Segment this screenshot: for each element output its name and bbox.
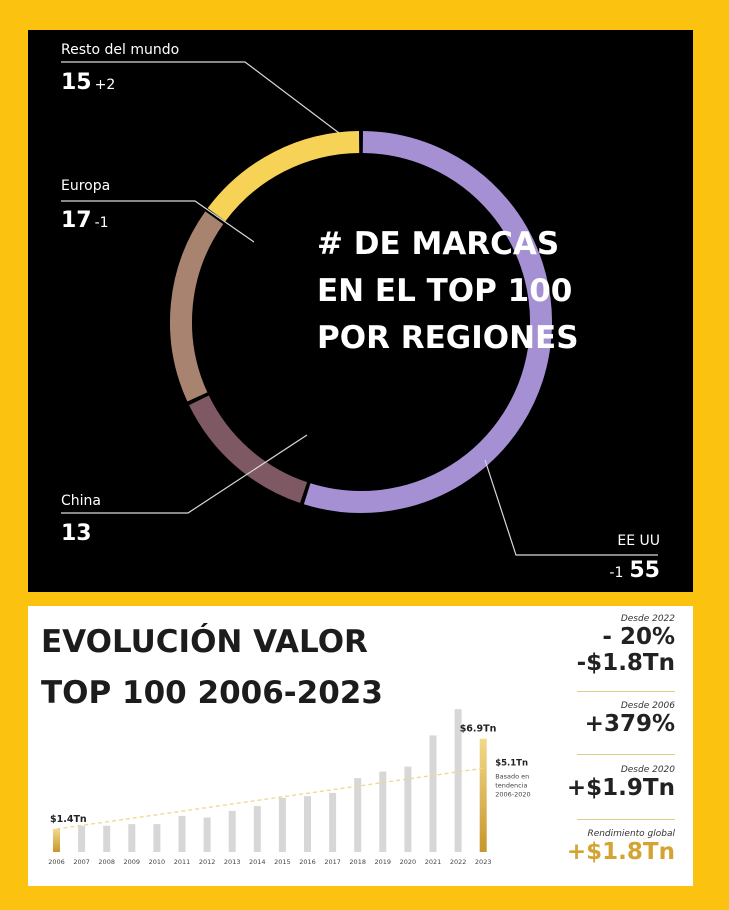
bar-2014: [253, 806, 261, 852]
bar-2019: [379, 771, 387, 852]
leader-line-rest: [61, 61, 340, 134]
donut-segment-china: [189, 395, 308, 504]
x-tick-2022: 2022: [450, 858, 467, 866]
donut-segment-rest: [207, 131, 360, 222]
region-label-rest: Resto del mundo: [61, 42, 180, 58]
region-change-usa: -1: [609, 565, 624, 581]
bar-2015: [278, 797, 286, 852]
bar-chart-panel: EVOLUCIÓN VALOR TOP 100 2006-2023 2006 $1…: [28, 606, 693, 886]
bar-2016: [304, 796, 311, 852]
stat-value: -$1.8Tn: [576, 650, 675, 676]
region-change-europe: -1: [94, 215, 109, 231]
x-tick-2015: 2015: [274, 858, 291, 866]
x-tick-2013: 2013: [224, 858, 241, 866]
stat-divider: [577, 691, 675, 692]
x-tick-2007: 2007: [73, 858, 90, 866]
region-value-usa: -1 55: [606, 558, 660, 583]
bar-2012: [203, 817, 211, 852]
stat-value: +$1.9Tn: [566, 775, 675, 801]
stat-value: +379%: [584, 711, 675, 737]
x-tick-2023: 2023: [475, 858, 492, 866]
region-value-europe: 17 -1: [61, 208, 109, 233]
region-label-usa: EE UU: [617, 533, 660, 549]
leader-line-china: [61, 434, 308, 514]
x-tick-2016: 2016: [299, 858, 316, 866]
region-change-rest: +2: [94, 77, 116, 93]
bar-2008: [103, 825, 111, 852]
donut-title-line-1: # DE MARCAS: [317, 226, 560, 262]
bar-2022: [454, 709, 462, 852]
trend-line: [56, 767, 484, 830]
stat-value: +$1.8Tn: [566, 839, 675, 865]
region-value-china: 13: [61, 521, 95, 546]
bar-2010: [153, 824, 161, 852]
stat-caption: Desde 2006: [620, 701, 675, 711]
x-tick-2006: 2006: [48, 858, 65, 866]
trend-label: $5.1Tn: [495, 758, 528, 768]
x-tick-2021: 2021: [425, 858, 442, 866]
stat-caption: Desde 2022: [620, 614, 675, 624]
data-label-2023: $6.9Tn: [460, 724, 497, 735]
stat-caption: Rendimiento global: [587, 829, 675, 839]
x-tick-2017: 2017: [324, 858, 341, 866]
x-tick-2020: 2020: [400, 858, 417, 866]
x-tick-2014: 2014: [249, 858, 266, 866]
bar-2023: [479, 738, 487, 852]
trend-note: tendencia: [495, 781, 527, 789]
region-label-europe: Europa: [61, 178, 111, 194]
leader-line-europe: [61, 200, 255, 243]
donut-segment-usa: [303, 131, 552, 513]
bar-chart-title-line-1: EVOLUCIÓN VALOR: [41, 624, 368, 660]
x-tick-2011: 2011: [174, 858, 191, 866]
donut-title-line-3: POR REGIONES: [317, 320, 579, 356]
bar-2011: [178, 815, 186, 852]
x-tick-2009: 2009: [124, 858, 141, 866]
stat-since-2006: Desde 2006 +379%: [585, 701, 675, 737]
donut-title-line-2: EN EL TOP 100: [317, 273, 573, 309]
x-tick-2018: 2018: [349, 858, 366, 866]
bar-2017: [329, 792, 337, 852]
leader-line-usa: [484, 459, 658, 556]
donut-chart-panel: # DE MARCAS EN EL TOP 100 POR REGIONES R…: [28, 30, 693, 592]
bar-chart: 2006 $1.4Tn 2007 2008 2009 2010 2011 2012 2013 20…: [48, 709, 531, 866]
stat-value: - 20%: [602, 624, 675, 650]
region-label-china: China: [61, 493, 101, 509]
region-count-usa: 55: [629, 558, 660, 583]
x-tick-2019: 2019: [375, 858, 392, 866]
stat-divider: [577, 754, 675, 755]
bar-2018: [354, 778, 362, 852]
region-count-europe: 17: [61, 208, 92, 233]
donut-chart: [61, 61, 658, 556]
bar-2020: [404, 766, 412, 852]
bar-2013: [228, 810, 236, 852]
x-tick-2008: 2008: [98, 858, 115, 866]
bar-2009: [128, 824, 136, 852]
region-value-rest: 15 +2: [61, 70, 115, 95]
bar-2006: [53, 829, 60, 852]
region-count-rest: 15: [61, 70, 92, 95]
bar-chart-title-line-2: TOP 100 2006-2023: [41, 675, 383, 711]
bar-2007: [78, 825, 86, 852]
stat-caption: Desde 2020: [620, 765, 675, 775]
trend-note: 2006-2020: [495, 790, 530, 798]
trend-note: Basado en: [495, 772, 529, 780]
data-label-2006: $1.4Tn: [50, 814, 87, 825]
bar-2021: [429, 735, 437, 852]
x-tick-2012: 2012: [199, 858, 216, 866]
stat-since-2022: Desde 2022 - 20% -$1.8Tn: [577, 614, 675, 676]
region-count-china: 13: [61, 521, 92, 546]
donut-segment-europe: [170, 211, 224, 402]
x-tick-2010: 2010: [149, 858, 166, 866]
stat-divider: [577, 819, 675, 820]
stat-since-2020: Desde 2020 +$1.9Tn: [567, 765, 675, 801]
stat-global: Rendimiento global +$1.8Tn: [567, 829, 675, 865]
